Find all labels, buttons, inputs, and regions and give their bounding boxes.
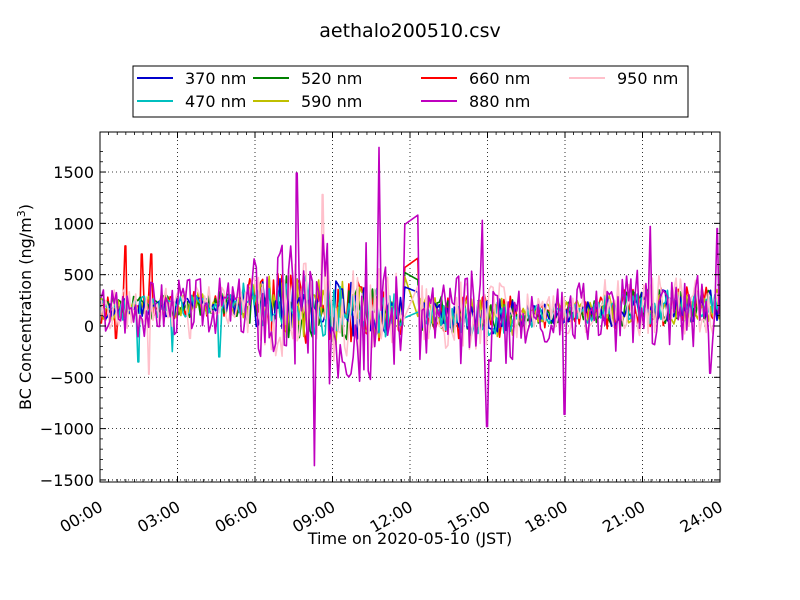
y-tick-label: −500 <box>50 368 94 387</box>
x-axis-label: Time on 2020-05-10 (JST) <box>307 529 512 548</box>
legend-label: 660 nm <box>469 69 530 88</box>
y-axis-label-main: BC Concentration (ng/m <box>16 217 35 410</box>
series-line-950-nm <box>100 193 720 375</box>
y-tick-label: 1500 <box>53 163 94 182</box>
series-lines <box>100 146 720 467</box>
series-line-880-nm <box>100 146 720 467</box>
legend-label: 520 nm <box>301 69 362 88</box>
legend-label: 950 nm <box>617 69 678 88</box>
legend-label: 590 nm <box>301 92 362 111</box>
y-tick-label: 1000 <box>53 214 94 233</box>
y-axis-label-close: ) <box>16 204 35 210</box>
y-tick-label: 0 <box>84 317 94 336</box>
legend-label: 370 nm <box>185 69 246 88</box>
y-tick-label: 500 <box>63 266 94 285</box>
series-line-370-nm <box>100 278 720 340</box>
legend-label: 470 nm <box>185 92 246 111</box>
y-tick-label: −1000 <box>40 420 94 439</box>
chart-title: aethalo200510.csv <box>319 20 501 42</box>
y-axis-label-superscript: 3 <box>15 210 28 217</box>
legend: 370 nm 470 nm 520 nm 590 nm 660 nm 880 nm 950 … <box>132 65 689 118</box>
legend-box <box>132 65 689 118</box>
legend-label: 880 nm <box>469 92 530 111</box>
y-axis-label: BC Concentration (ng/m3) <box>15 204 36 410</box>
y-tick-label: −1500 <box>40 471 94 490</box>
